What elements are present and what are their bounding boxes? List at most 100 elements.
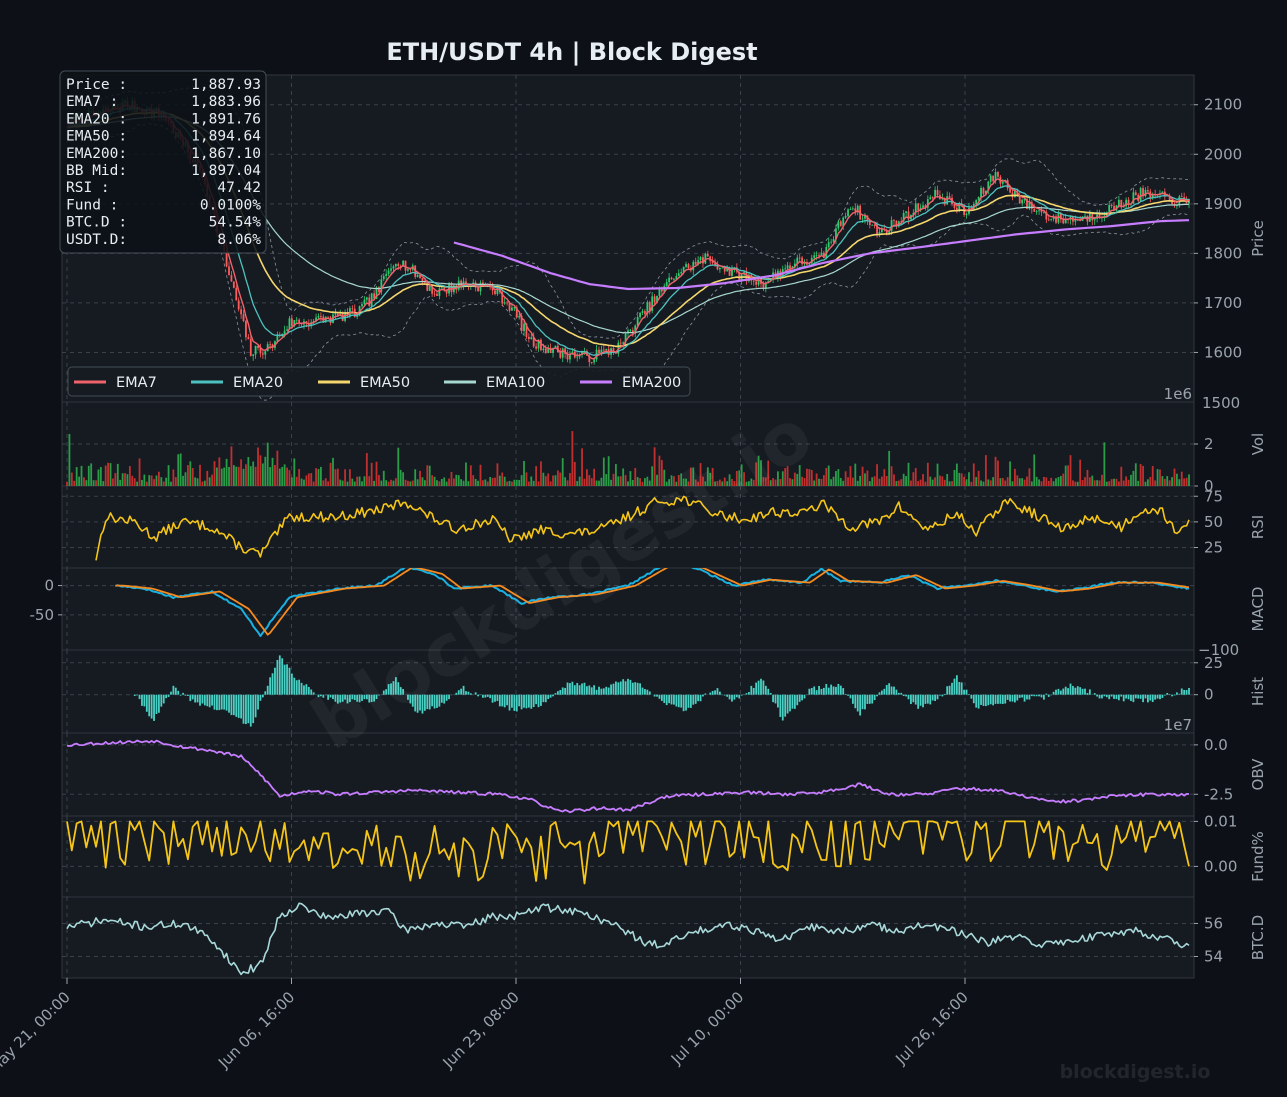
volume-bar	[605, 474, 608, 486]
candle-body	[868, 221, 871, 225]
volume-bar	[972, 463, 975, 486]
btcd-line	[66, 902, 1190, 976]
candle-body	[714, 263, 716, 266]
candle-body	[721, 267, 724, 269]
histogram-bar	[1011, 694, 1014, 702]
histogram-bar	[573, 685, 576, 695]
histogram-bar	[445, 694, 448, 701]
volume-bar	[114, 473, 117, 486]
candle-body	[612, 348, 615, 353]
histogram-bar	[530, 694, 533, 709]
candle-body	[1021, 199, 1024, 204]
candle-body	[356, 315, 359, 317]
histogram-bar	[704, 693, 707, 695]
volume-bar	[999, 478, 1002, 486]
volume-bar	[1144, 481, 1147, 486]
legend-label-ema200: EMA200	[622, 375, 681, 391]
volume-bar	[170, 481, 172, 486]
volume-bar	[566, 480, 569, 486]
histogram-bar	[549, 694, 552, 698]
candle-body	[276, 335, 279, 342]
volume-bar	[885, 475, 888, 486]
candle-body	[876, 225, 878, 235]
histogram-bar	[653, 694, 656, 697]
candle-body	[380, 279, 383, 292]
obv-series	[66, 739, 1190, 814]
candle-body	[1055, 216, 1057, 223]
volume-bar	[1052, 481, 1055, 486]
volume-bar	[1154, 480, 1157, 486]
histogram-bar	[849, 694, 852, 699]
ytick-label-price: 1600	[1204, 343, 1242, 361]
volume-bar	[266, 442, 269, 486]
histogram-bar	[1009, 694, 1011, 702]
volume-bar	[194, 477, 197, 486]
histogram-bar	[808, 688, 811, 695]
candle-body	[554, 345, 557, 348]
volume-bar	[868, 481, 871, 486]
volume-bar	[70, 472, 73, 486]
histogram-bar	[784, 694, 787, 717]
candle-body	[619, 342, 622, 344]
candle-body	[934, 189, 936, 198]
volume-bar	[508, 480, 511, 486]
volume-bar	[919, 479, 922, 486]
volume-bar	[390, 479, 392, 486]
histogram-bar	[602, 688, 605, 695]
candle-body	[426, 282, 429, 291]
histogram-bar	[1146, 694, 1149, 703]
candle-body	[854, 208, 857, 212]
corner-watermark: blockdigest.io	[1060, 1061, 1211, 1083]
histogram-bar	[926, 694, 929, 704]
candle-body	[793, 263, 796, 267]
candle-body	[402, 260, 405, 267]
candle-body	[240, 309, 243, 315]
volume-bar	[994, 456, 997, 486]
volume-bar	[767, 460, 770, 486]
candle-body	[460, 280, 463, 286]
volume-bar	[634, 468, 637, 486]
histogram-bar	[298, 679, 301, 695]
ytick-label-macd: -50	[30, 606, 55, 624]
histogram-bar	[1043, 694, 1045, 700]
scale-label-obv: 1e7	[1164, 716, 1192, 734]
volume-bar	[1050, 477, 1053, 486]
histogram-bar	[939, 694, 941, 696]
candle-body	[503, 302, 506, 304]
candle-body	[419, 275, 421, 279]
volume-bar	[745, 481, 748, 486]
volume-bar	[842, 480, 845, 486]
histogram-bar	[748, 692, 750, 695]
volume-bar	[274, 464, 276, 486]
histogram-bar	[189, 694, 192, 702]
histogram-bar	[329, 694, 332, 698]
volume-bar	[607, 456, 610, 486]
histogram-bar	[740, 694, 743, 696]
volume-bar	[975, 477, 978, 486]
panel-fund: 0.00 0.01 Fund%	[61, 812, 1267, 898]
volume-bar	[685, 478, 687, 486]
candle-body	[344, 312, 346, 321]
histogram-bar	[714, 690, 716, 695]
volume-bar	[1183, 478, 1186, 486]
candle-body	[1030, 202, 1033, 209]
histogram-bar	[174, 687, 177, 695]
volume-bar	[706, 467, 709, 486]
histogram-bar	[861, 694, 864, 710]
volume-bar	[486, 481, 489, 486]
candle-body	[569, 353, 571, 360]
volume-bar	[808, 469, 811, 486]
candle-body	[861, 218, 864, 220]
candle-body	[1043, 211, 1045, 213]
histogram-bar	[660, 694, 663, 701]
candle-body	[269, 344, 272, 346]
histogram-bar	[1018, 694, 1021, 698]
candle-body	[731, 267, 733, 276]
histogram-bar	[177, 690, 180, 695]
volume-bar	[136, 481, 139, 486]
volume-bar	[416, 479, 419, 486]
candle-body	[1180, 196, 1183, 198]
histogram-bar	[179, 694, 182, 696]
volume-bar	[124, 473, 126, 486]
volume-bar	[378, 475, 380, 486]
